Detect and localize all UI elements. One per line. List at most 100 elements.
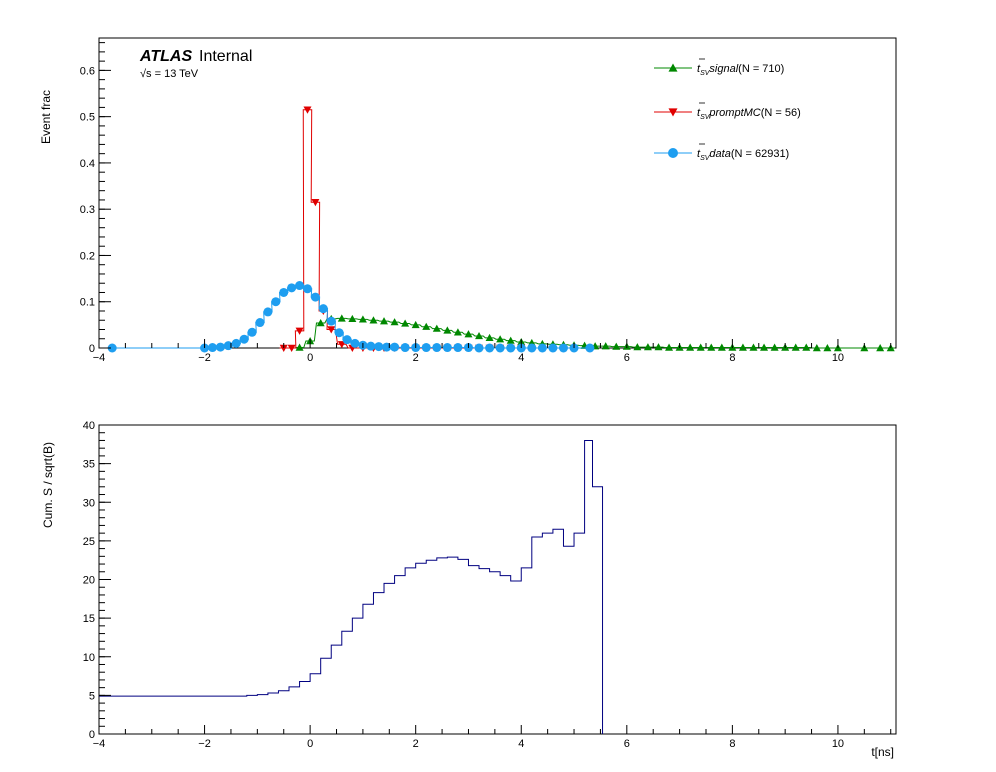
legend-data-marker [668,148,678,158]
top-x-tick-label: −2 [198,352,211,364]
bottom-series-group [99,439,604,734]
bottom-x-tick-label: −2 [198,738,211,750]
series-data-point [255,318,265,328]
series-data-point [506,343,516,353]
series-signal-point [633,343,642,351]
series-signal-point [453,328,462,336]
series-signal-point [802,343,811,351]
bottom-y-tick-label: 10 [83,652,95,664]
series-promptmc-line [279,109,526,349]
bottom-x-tick-label: 8 [729,738,735,750]
top-y-tick-label: 0.5 [80,112,95,124]
bottom-axis-ticks: −4 −2 0 2 4 6 8 10 0 5 10 15 20 25 30 35 40 [83,420,892,750]
bottom-y-tick-label: 25 [83,536,95,548]
bottom-x-tick-label: 10 [832,738,844,750]
series-promptmc-point [279,344,288,352]
series-data-point [474,343,484,353]
series-data-point [537,343,547,353]
series-signal-point [749,343,758,351]
legend-promptmc-label: tSVpromptMC(N = 56) [697,107,801,121]
series-data-point [287,283,297,293]
significance-line [99,439,604,734]
bottom-y-tick-label: 40 [83,420,95,432]
series-signal-point [401,319,410,327]
bottom-y-tick-label: 30 [83,497,95,509]
series-data-point [107,343,117,353]
top-series-group [107,106,895,353]
legend-signal-label: tSVsignal(N = 710) [697,63,784,77]
top-x-tick-label: 10 [832,352,844,364]
top-y-tick-label: 0.1 [80,297,95,309]
top-y-tick-label: 0.2 [80,250,95,262]
series-signal-point [686,343,695,351]
top-y-tick-label: 0.3 [80,204,95,216]
series-data-point [495,343,505,353]
top-plot-frame [98,37,897,349]
series-signal-point [485,333,494,342]
series-signal-point [696,343,705,351]
bottom-ylabel: Cum. S / sqrt(B) [41,442,55,528]
legend-promptmc-marker [668,108,678,117]
top-ylabel: Event frac [39,90,53,144]
series-data-point [302,284,312,294]
series-data-point [421,343,431,353]
atlas-label: ATLAS Internal √s = 13 TeV [139,48,252,80]
series-signal-point [369,316,378,324]
series-data-point [453,343,463,353]
series-data-point [350,338,360,348]
top-x-tick-label: −4 [93,352,106,364]
series-data-point [215,342,225,352]
legend: tSVsignal(N = 710) tSVpromptMC(N = 56) tSV… [654,58,801,162]
series-signal-point [812,344,821,352]
series-signal-point [358,315,367,323]
series-data-point [374,342,384,352]
series-data-point [223,341,233,351]
series-signal-point [337,314,346,322]
top-panel: −4 −2 0 2 4 6 8 10 0 0.1 0.2 0.3 0.4 0.5 0.6 Event fra… [39,37,897,364]
series-signal-point [422,322,431,330]
bottom-x-tick-label: 4 [518,738,524,750]
series-data-point [318,304,328,314]
top-y-tick-label: 0 [89,343,95,355]
top-x-tick-label: 8 [729,352,735,364]
top-x-tick-label: 6 [624,352,630,364]
series-promptmc-point [327,326,336,334]
series-promptmc-point [337,341,346,349]
bottom-y-tick-label: 0 [89,729,95,741]
series-data-point [295,281,305,291]
series-data-point [239,334,249,344]
series-signal-point [654,343,663,351]
series-signal-point [348,314,357,323]
series-promptmc-point [295,327,304,335]
series-signal-point [316,319,325,327]
series-signal-point [612,342,621,350]
series-data-point [342,335,352,345]
series-signal-point [496,335,505,343]
series-signal-point [464,330,473,338]
series-data-point [247,327,257,337]
energy-text: √s = 13 TeV [140,68,199,80]
series-signal-point [707,343,716,351]
series-signal-point [601,342,610,350]
internal-text: Internal [199,48,252,65]
series-signal-point [791,343,800,351]
top-x-tick-label: 0 [307,352,313,364]
legend-signal-marker [668,63,678,72]
series-signal-point [643,343,652,351]
series-promptmc-point [287,344,296,352]
bottom-y-tick-label: 35 [83,459,95,471]
series-data-point [548,343,558,353]
series-signal-point [738,343,747,351]
series-data-point [558,343,568,353]
series-data-point [585,343,595,353]
series-signal-point [760,343,769,351]
bottom-x-tick-label: −4 [93,738,106,750]
top-axis-ticks: −4 −2 0 2 4 6 8 10 0 0.1 0.2 0.3 0.4 0.5 0.6 [80,42,892,364]
series-signal-point [390,318,399,326]
series-data-point [527,343,537,353]
series-promptmc-point [303,106,312,114]
bottom-y-tick-label: 20 [83,575,95,587]
atlas-text: ATLAS [139,48,192,65]
bottom-y-tick-label: 5 [89,690,95,702]
